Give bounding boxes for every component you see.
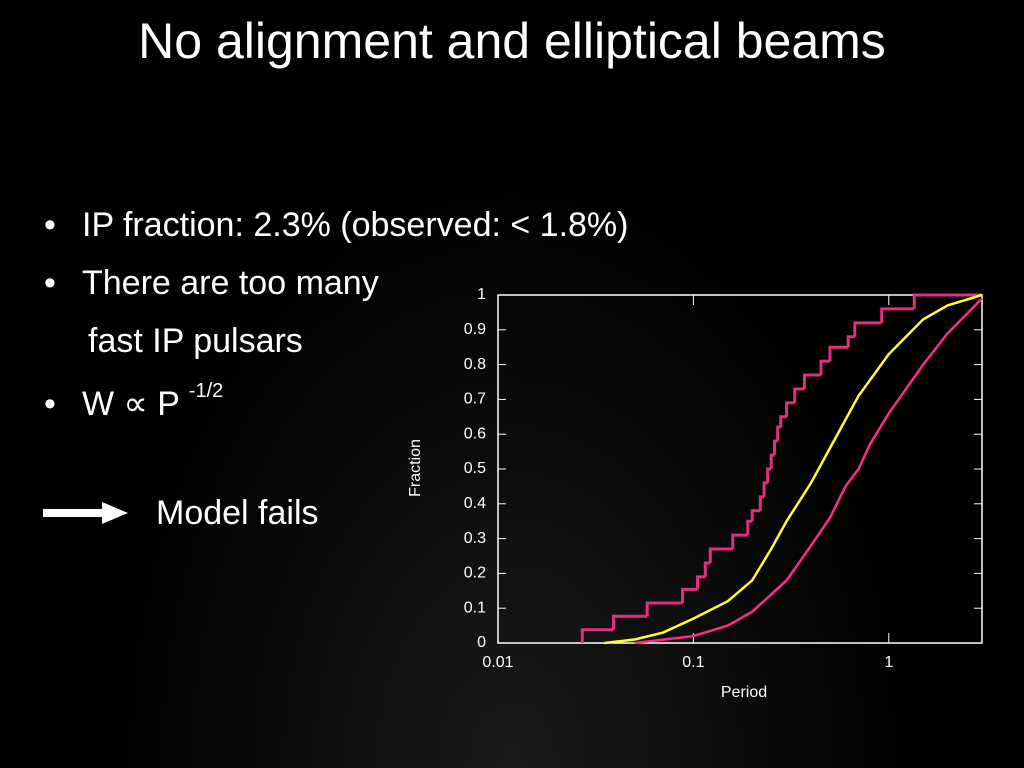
arrow	[43, 502, 128, 524]
step	[912, 293, 982, 309]
step	[828, 345, 849, 362]
y-tick-label: 0	[477, 634, 486, 651]
bullet-text: fast IP pulsars	[88, 322, 303, 360]
step	[793, 387, 805, 403]
conclusion: Model fails	[156, 494, 319, 532]
bullet-text: There are too many	[82, 264, 379, 302]
step	[611, 614, 648, 630]
step	[645, 601, 683, 617]
step	[746, 519, 753, 536]
bullet-text: IP fraction: 2.3% (observed: < 1.8%)	[82, 206, 629, 244]
x-axis-label: Period	[721, 684, 767, 701]
slide-title: No alignment and elliptical beams	[138, 13, 886, 69]
step	[776, 425, 781, 442]
y-tick-label: 0.1	[464, 599, 486, 616]
x-tick-label: 1	[884, 654, 893, 671]
y-tick-label: 0.6	[464, 425, 486, 442]
step	[766, 467, 772, 483]
step	[853, 321, 882, 337]
step	[819, 359, 830, 376]
step	[681, 587, 698, 603]
step	[696, 575, 706, 590]
step	[731, 533, 748, 550]
y-tick-label: 0.3	[464, 530, 486, 547]
bullet-continuation: fast IP pulsars	[88, 322, 303, 361]
step	[762, 481, 768, 497]
bullet: • IP fraction: 2.3% (observed: < 1.8%)	[44, 206, 629, 244]
step	[758, 495, 765, 511]
exponent: -1/2	[188, 380, 224, 402]
step	[708, 547, 733, 563]
x-tick-label: 0.1	[682, 654, 704, 671]
x-tick-label: 0.01	[482, 654, 513, 671]
curve	[604, 293, 983, 645]
y-tick-label: 0.4	[464, 495, 486, 512]
step	[772, 439, 778, 456]
step	[703, 561, 711, 577]
step	[750, 509, 761, 522]
step	[785, 401, 795, 417]
bullet: • There are too many	[44, 264, 379, 302]
step	[846, 335, 855, 348]
bullet: • W ∝ P -1/2	[44, 380, 224, 423]
y-tick-label: 0.9	[464, 321, 486, 338]
y-tick-label: 0.7	[464, 391, 486, 408]
step	[779, 415, 787, 428]
step	[880, 307, 915, 323]
curve	[634, 297, 983, 645]
y-axis-label: Fraction	[407, 439, 424, 497]
step	[769, 453, 775, 469]
step	[580, 628, 614, 643]
step	[802, 373, 822, 389]
y-tick-label: 0.5	[464, 460, 486, 477]
y-tick-label: 1	[477, 286, 486, 303]
y-tick-label: 0.2	[464, 565, 486, 582]
y-tick-label: 0.8	[464, 356, 486, 373]
bullet-text: W ∝ P	[82, 385, 180, 423]
